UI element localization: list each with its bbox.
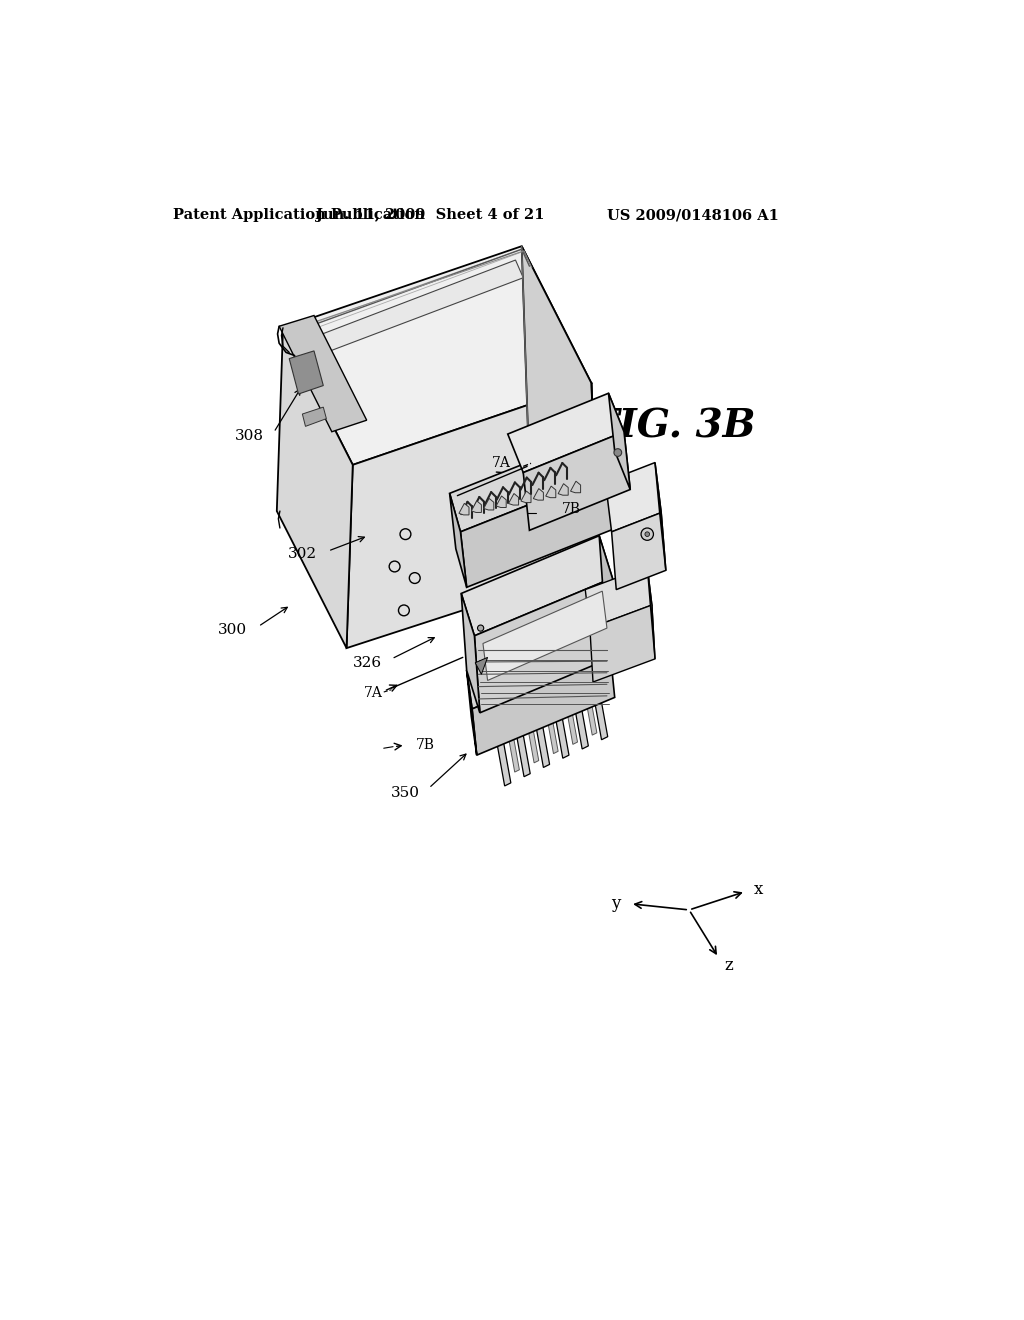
Polygon shape [608, 393, 630, 490]
Polygon shape [467, 671, 477, 755]
Polygon shape [546, 486, 556, 498]
Polygon shape [554, 704, 569, 758]
Polygon shape [570, 482, 581, 492]
Text: 302: 302 [288, 548, 317, 561]
Polygon shape [276, 327, 352, 648]
Circle shape [477, 626, 483, 631]
Polygon shape [306, 260, 523, 358]
Polygon shape [509, 494, 518, 506]
Text: 7B: 7B [417, 738, 435, 752]
Text: FIG. 3B: FIG. 3B [592, 408, 756, 445]
Polygon shape [302, 407, 327, 426]
Polygon shape [563, 690, 578, 744]
Polygon shape [475, 657, 487, 675]
Polygon shape [592, 685, 607, 739]
Polygon shape [535, 713, 550, 767]
Polygon shape [280, 315, 367, 432]
Text: z: z [725, 957, 733, 974]
Text: y: y [610, 895, 621, 912]
Polygon shape [605, 462, 662, 532]
Polygon shape [521, 246, 598, 566]
Polygon shape [647, 566, 655, 659]
Text: 7B: 7B [562, 502, 581, 516]
Polygon shape [467, 612, 610, 709]
Text: Jun. 11, 2009  Sheet 4 of 21: Jun. 11, 2009 Sheet 4 of 21 [316, 209, 545, 222]
Polygon shape [450, 494, 467, 587]
Polygon shape [572, 694, 589, 748]
Text: 308: 308 [234, 429, 263, 442]
Polygon shape [450, 434, 610, 532]
Polygon shape [586, 566, 652, 628]
Polygon shape [655, 462, 666, 570]
Text: Patent Application Publication: Patent Application Publication [173, 209, 425, 222]
Polygon shape [599, 536, 617, 655]
Polygon shape [461, 536, 612, 636]
Polygon shape [461, 473, 616, 587]
Text: x: x [754, 880, 763, 898]
Polygon shape [496, 496, 506, 507]
Text: 300: 300 [218, 623, 248, 636]
Polygon shape [471, 500, 481, 512]
Polygon shape [590, 605, 655, 682]
Polygon shape [289, 351, 324, 395]
Polygon shape [524, 709, 539, 763]
Polygon shape [483, 499, 494, 510]
Text: 7A: 7A [364, 686, 382, 700]
Polygon shape [521, 491, 531, 503]
Polygon shape [534, 488, 544, 500]
Polygon shape [611, 512, 666, 590]
Polygon shape [474, 578, 617, 713]
Text: 7A: 7A [493, 457, 511, 470]
Text: US 2009/0148106 A1: US 2009/0148106 A1 [607, 209, 779, 222]
Polygon shape [523, 432, 630, 531]
Circle shape [641, 528, 653, 540]
Polygon shape [496, 731, 511, 785]
Polygon shape [472, 651, 614, 755]
Polygon shape [506, 718, 519, 772]
Text: 326: 326 [353, 656, 382, 669]
Polygon shape [346, 383, 598, 648]
Text: 350: 350 [390, 785, 420, 800]
Polygon shape [508, 393, 624, 473]
Circle shape [614, 449, 622, 457]
Circle shape [645, 532, 649, 536]
Polygon shape [558, 483, 568, 495]
Polygon shape [461, 594, 480, 713]
Polygon shape [544, 700, 558, 754]
Polygon shape [583, 681, 597, 735]
Polygon shape [515, 722, 530, 776]
Polygon shape [459, 503, 469, 515]
Polygon shape [283, 246, 592, 465]
Polygon shape [483, 591, 607, 681]
